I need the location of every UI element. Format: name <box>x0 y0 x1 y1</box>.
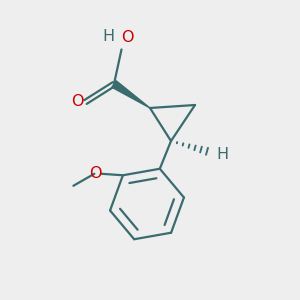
Text: O: O <box>71 94 84 110</box>
Text: H: H <box>102 28 114 44</box>
Polygon shape <box>112 81 150 108</box>
Text: O: O <box>122 30 134 45</box>
Text: O: O <box>89 166 101 181</box>
Text: H: H <box>217 147 229 162</box>
